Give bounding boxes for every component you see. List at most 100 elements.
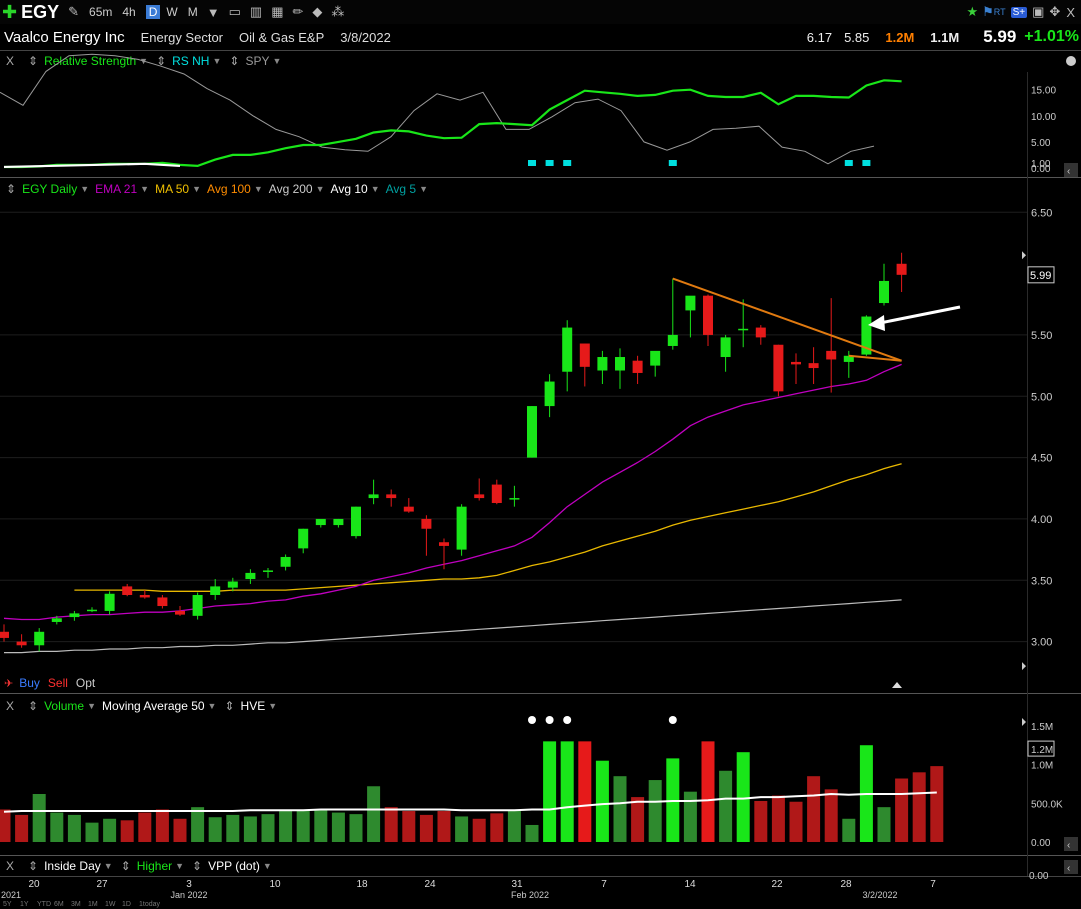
close-icon[interactable]: X [1066, 4, 1075, 20]
sector-label[interactable]: Energy Sector [140, 29, 223, 45]
volume-ma-label[interactable]: Moving Average 50 [102, 699, 205, 713]
vpp-label[interactable]: VPP (dot) [208, 859, 260, 873]
price-drag-icon[interactable]: ⇕ [6, 182, 17, 196]
bottom-panel-close[interactable]: X [6, 859, 15, 873]
range-marker-icon[interactable] [892, 682, 902, 688]
vpp-drag-icon[interactable]: ⇕ [192, 859, 203, 873]
higher-label[interactable]: Higher [136, 859, 173, 873]
candle [738, 328, 749, 331]
range-button[interactable]: 5Y [3, 901, 12, 908]
candle [843, 355, 854, 362]
settings-icon[interactable] [1066, 56, 1076, 66]
volume-drag-icon[interactable]: ⇕ [28, 699, 39, 713]
timeframe-monthly[interactable]: M [187, 5, 198, 19]
legend-caret-icon[interactable]: ▼ [253, 184, 263, 194]
range-button[interactable]: 1D [122, 901, 131, 908]
last-price-box [1027, 266, 1055, 284]
s-icon[interactable]: S+ [1010, 6, 1028, 18]
symbol-label[interactable]: EGY [21, 1, 60, 22]
range-button[interactable]: 3M [71, 901, 81, 908]
range-button[interactable]: 1W [105, 901, 116, 908]
sell-button[interactable]: Sell [47, 676, 68, 690]
x-axis-label: 7 [601, 879, 607, 890]
legend-avg5[interactable]: Avg 5 [385, 182, 417, 196]
spy-label[interactable]: SPY [245, 54, 270, 68]
buy-button[interactable]: Buy [19, 676, 40, 690]
candle [879, 280, 889, 304]
legend-caret-icon[interactable]: ▼ [315, 184, 325, 194]
rs-nh-marker [528, 160, 536, 166]
rs-nh-label[interactable]: RS NH [172, 54, 210, 68]
spy-drag-icon[interactable]: ⇕ [229, 54, 240, 68]
hve-caret-icon[interactable]: ▼ [268, 701, 278, 711]
inside-day-drag-icon[interactable]: ⇕ [28, 859, 39, 873]
higher-drag-icon[interactable]: ⇕ [120, 859, 131, 873]
spy-caret-icon[interactable]: ▼ [272, 56, 282, 66]
timeframe-65m[interactable]: 65m [89, 5, 113, 19]
legend-ema21[interactable]: EMA 21 [95, 182, 138, 196]
star-icon[interactable]: ★ [966, 4, 979, 19]
flag-icon[interactable]: ⚑ [982, 4, 994, 19]
candle [720, 337, 731, 358]
save-icon[interactable]: ▣ [1032, 4, 1045, 19]
bottom-scroll-button[interactable] [1064, 860, 1078, 874]
x-axis-label: 31 [511, 879, 523, 890]
move-icon[interactable]: ✥ [1049, 4, 1061, 19]
volume-panel-close[interactable]: X [6, 699, 15, 713]
inside-day-caret-icon[interactable]: ▼ [103, 861, 113, 871]
rs-scroll-button[interactable] [1064, 163, 1078, 177]
legend-ma50[interactable]: MA 50 [155, 182, 190, 196]
legend-caret-icon[interactable]: ▼ [140, 184, 150, 194]
hve-label[interactable]: HVE [240, 699, 266, 713]
rs-panel-close[interactable]: X [6, 54, 15, 68]
hve-drag-icon[interactable]: ⇕ [224, 699, 235, 713]
legend-caret-icon[interactable]: ▼ [370, 184, 380, 194]
legend-caret-icon[interactable]: ▼ [80, 184, 90, 194]
vpp-caret-icon[interactable]: ▼ [262, 861, 272, 871]
bars-icon[interactable]: ▥ [249, 4, 263, 19]
range-button[interactable]: YTD [37, 901, 51, 908]
calculator-icon[interactable]: ▦ [271, 4, 284, 19]
range-button[interactable]: 1Y [20, 901, 29, 908]
legend-avg100[interactable]: Avg 100 [207, 182, 251, 196]
legend-avg200[interactable]: Avg 200 [268, 182, 313, 196]
tc-icon[interactable]: ▭ [228, 4, 241, 19]
message-icon[interactable]: ◆ [312, 4, 323, 19]
volume-ma-caret-icon[interactable]: ▼ [207, 701, 217, 711]
volume-bar [138, 812, 152, 842]
candle [175, 610, 185, 615]
share-icon[interactable]: ⁂ [331, 4, 345, 19]
legend-egy-daily[interactable]: EGY Daily [22, 182, 78, 196]
volume-bar [842, 818, 856, 842]
range-button[interactable]: 6M [54, 901, 64, 908]
legend-caret-icon[interactable]: ▼ [419, 184, 428, 194]
candle [491, 484, 502, 503]
industry-label[interactable]: Oil & Gas E&P [239, 29, 325, 45]
volume-scroll-button[interactable] [1064, 837, 1078, 851]
volume-title[interactable]: Volume [44, 699, 85, 713]
rs-drag-icon[interactable]: ⇕ [28, 54, 39, 68]
rs-nh-marker [545, 160, 554, 166]
volume-bar [490, 813, 504, 842]
timeframe-weekly[interactable]: W [166, 5, 178, 19]
pencil-icon[interactable]: ✏ [292, 4, 304, 19]
timeframe-4h[interactable]: 4h [122, 5, 136, 19]
dropdown-icon[interactable]: ▼ [206, 4, 220, 20]
legend-caret-icon[interactable]: ▼ [192, 184, 202, 194]
timeframe-daily[interactable]: D [145, 5, 161, 19]
bottom-tick-label: 0.00 [1029, 871, 1049, 882]
candle [386, 494, 397, 499]
rs-nh-drag-icon[interactable]: ⇕ [156, 54, 167, 68]
plus-icon[interactable]: ✚ [2, 1, 18, 22]
pin-icon[interactable]: ✎ [68, 4, 80, 19]
rs-nh-caret-icon[interactable]: ▼ [212, 56, 222, 66]
legend-avg10[interactable]: Avg 10 [330, 182, 368, 196]
trade-icon[interactable]: ✈ [4, 677, 14, 690]
opt-button[interactable]: Opt [75, 676, 96, 690]
range-button[interactable]: 1today [139, 901, 161, 908]
volume-caret-icon[interactable]: ▼ [87, 701, 97, 711]
higher-caret-icon[interactable]: ▼ [175, 861, 185, 871]
range-button[interactable]: 1M [88, 901, 98, 908]
inside-day-label[interactable]: Inside Day [44, 859, 101, 873]
